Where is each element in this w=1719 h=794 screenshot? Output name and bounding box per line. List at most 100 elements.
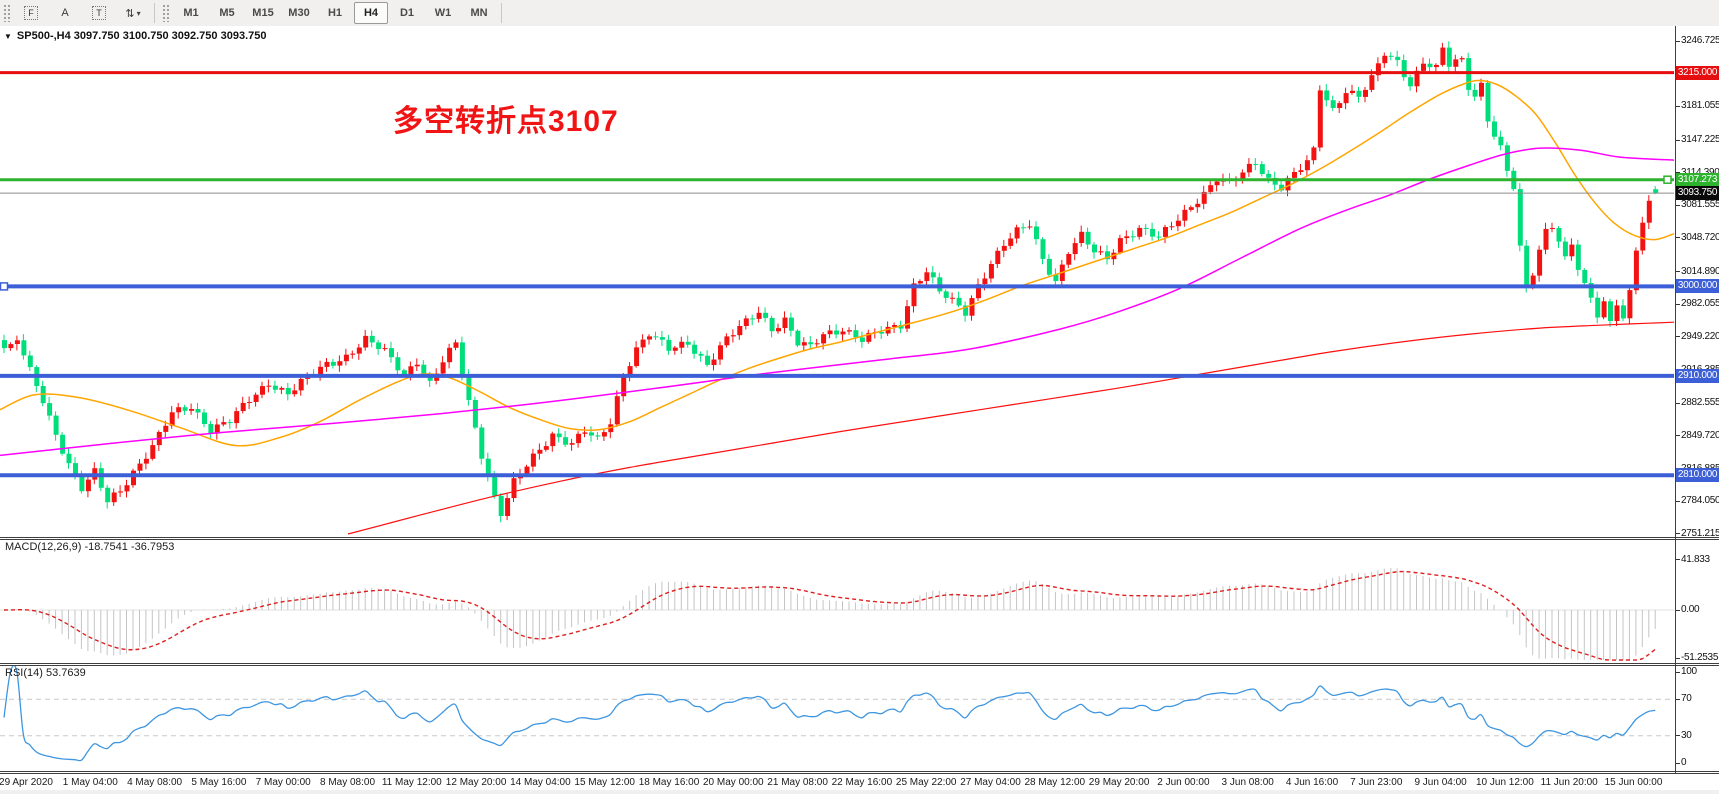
chart-shift-icon: F: [24, 6, 38, 20]
candle-body: [118, 491, 124, 493]
candle-body: [169, 412, 175, 426]
pane-divider[interactable]: [0, 663, 1719, 666]
pane-divider[interactable]: [0, 537, 1719, 540]
time-axis-label: 21 May 08:00: [767, 777, 828, 788]
timeframe-h4-button[interactable]: H4: [354, 2, 388, 24]
candle-body: [279, 387, 285, 390]
timeframe-mn-button[interactable]: MN: [470, 7, 488, 19]
timeframe-w1-button[interactable]: W1: [434, 7, 452, 19]
candle-body: [1027, 226, 1033, 228]
price-tick-mark: [1676, 172, 1680, 174]
time-axis-label: 10 Jun 12:00: [1475, 777, 1534, 788]
candle-body: [1040, 239, 1046, 259]
timeframe-m5-button[interactable]: M5: [219, 7, 235, 19]
candle-body: [956, 297, 962, 306]
candle-body: [389, 348, 394, 358]
arrange-arrows-button[interactable]: ⇅ ▾: [117, 2, 149, 24]
candle-body: [827, 330, 833, 335]
candle-body: [27, 355, 33, 368]
timeframe-m30-button[interactable]: M30: [288, 7, 310, 19]
candle-body: [995, 250, 1001, 264]
time-axis-label: 20 May 00:00: [702, 777, 764, 788]
candle-body: [795, 330, 801, 346]
candle-body: [1492, 121, 1497, 137]
price-tick-label: 3014.890: [1681, 265, 1719, 277]
candle-body: [208, 424, 214, 434]
price-tick-mark: [1676, 303, 1680, 305]
candle-body: [247, 402, 253, 403]
timeframe-m1-button[interactable]: M1: [183, 7, 199, 19]
chart-shift-button[interactable]: F: [15, 2, 47, 24]
annotation-text[interactable]: 多空转折点3107: [393, 105, 619, 138]
candle-body: [163, 425, 169, 432]
candle-body: [1182, 209, 1188, 221]
candle-body: [911, 283, 917, 307]
candle-body: [1504, 145, 1510, 171]
main-price-pane[interactable]: [0, 26, 1719, 537]
candle-body: [1053, 274, 1059, 282]
timeframe-h1-button[interactable]: H1: [327, 7, 343, 19]
chart-window[interactable]: ▼ SP500-,H4 3097.750 3100.750 3092.750 3…: [0, 26, 1719, 794]
rsi-label: RSI(14) 53.7639: [5, 667, 86, 679]
candle-body: [1079, 231, 1085, 243]
time-axis-label: 1 May 04:00: [62, 777, 118, 788]
candle-body: [718, 345, 723, 360]
candle-body: [511, 478, 517, 499]
candle-body: [1201, 191, 1207, 204]
rsi-pane[interactable]: [0, 666, 1719, 771]
candle-body: [1498, 136, 1504, 146]
price-tick-label: 3081.555: [1681, 199, 1719, 211]
timeframe-m15-button[interactable]: M15: [252, 7, 274, 19]
pivot-3107-handle[interactable]: [1663, 175, 1672, 184]
candle-body: [621, 375, 627, 397]
candle-body: [1621, 305, 1626, 319]
candle-body: [569, 443, 575, 445]
candle-body: [1485, 82, 1491, 122]
candle-body: [543, 446, 549, 450]
candle-body: [859, 337, 865, 342]
candle-body: [743, 318, 749, 326]
candle-body: [530, 453, 536, 467]
candle-body: [485, 458, 491, 477]
candle-body: [408, 366, 414, 375]
ma-slow-red: [347, 321, 1674, 535]
candle-body: [1588, 283, 1594, 298]
cursor-a-button[interactable]: A: [49, 2, 81, 24]
collapse-triangle-icon[interactable]: ▼: [4, 31, 12, 41]
indicator-tick-mark: [1676, 657, 1680, 659]
candle-body: [1259, 164, 1265, 174]
macd-pane[interactable]: [0, 540, 1719, 663]
candle-body: [1524, 245, 1530, 288]
candle-body: [1098, 251, 1104, 253]
indicator-tick-mark: [1676, 698, 1680, 700]
arrange-arrows-icon: ⇅: [125, 7, 135, 20]
time-axis-label: 27 May 04:00: [960, 777, 1021, 788]
price-tick-mark: [1676, 336, 1680, 338]
candle-body: [1653, 189, 1659, 194]
candle-body: [1311, 147, 1317, 161]
candle-body: [124, 485, 130, 492]
time-axis-label: 11 Jun 20:00: [1540, 777, 1598, 788]
candle-body: [1414, 70, 1420, 87]
candle-body: [414, 364, 420, 367]
support-3000-handle[interactable]: [0, 282, 9, 291]
toolbar-grip[interactable]: [3, 4, 10, 22]
candle-body: [395, 357, 401, 371]
candle-body: [79, 474, 85, 492]
candle-body: [1143, 227, 1149, 229]
dropdown-caret-icon[interactable]: ▾: [136, 8, 141, 18]
candle-body: [647, 336, 652, 340]
timeframe-d1-button[interactable]: D1: [399, 7, 415, 19]
candle-body: [821, 334, 827, 344]
price-tick-label: 2784.050: [1681, 495, 1719, 507]
candle-body: [601, 432, 607, 437]
price-tick-label: 2751.215: [1681, 527, 1719, 539]
candle-body: [582, 432, 588, 434]
candle-body: [137, 463, 143, 471]
time-axis[interactable]: 29 Apr 2020 1 May 04:00 4 May 08:00 5 May 1…: [0, 774, 1719, 790]
candle-body: [750, 318, 756, 320]
candle-body: [447, 347, 453, 363]
text-tool-button[interactable]: T: [83, 2, 115, 24]
timeframe-grip[interactable]: [162, 4, 169, 22]
